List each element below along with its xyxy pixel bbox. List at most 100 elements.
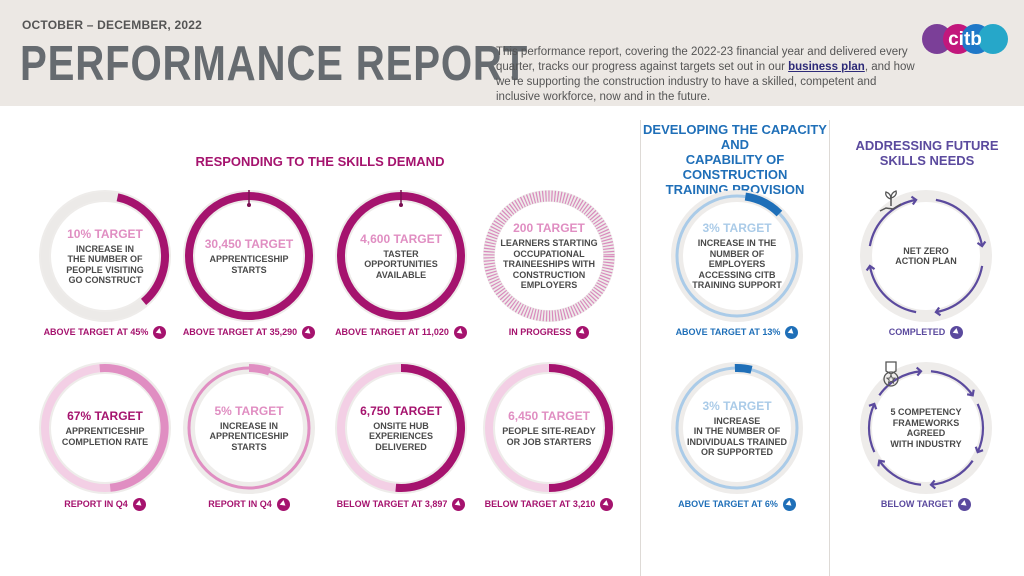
metric-description-line: COMPLETION RATE [61, 436, 149, 447]
progress-ring [183, 362, 315, 494]
metric-text: 6,750 TARGET ONSITE HUB EXPERIENCES DELIVER… [351, 359, 451, 497]
metric-target: 4,600 TARGET [360, 231, 442, 246]
metric-description-line: ACTION PLAN [895, 256, 957, 266]
pointer-icon[interactable] [276, 497, 290, 511]
metric-status[interactable]: BELOW TARGET AT 3,210 [474, 496, 624, 512]
metric-card: NET ZERO ACTION PLAN [857, 187, 995, 325]
metric-status-label: ABOVE TARGET AT 6% [678, 499, 778, 509]
metric-description-line: APPRENTICESHIP [65, 426, 145, 436]
intro-text: This performance report, covering the 20… [496, 45, 916, 105]
section-title-capacity: DEVELOPING THE CAPACITY AND CAPABILITY O… [643, 122, 827, 197]
metric-status[interactable]: REPORT IN Q4 [30, 496, 180, 512]
metric-text: 30,450 TARGET APPRENTICESHIP STARTS [199, 187, 299, 325]
metric-status[interactable]: ABOVE TARGET AT 13% [662, 324, 812, 340]
metric-card: 6,750 TARGET ONSITE HUB EXPERIENCES DELIVER… [332, 359, 470, 497]
pointer-icon[interactable] [958, 497, 972, 511]
pointer-icon[interactable] [132, 497, 146, 511]
metric-text: 6,450 TARGET PEOPLE SITE-READY OR JOB STAR… [499, 359, 599, 497]
metric-target: 10% TARGET [67, 226, 143, 241]
metric-description-line: CONSTRUCTION [512, 269, 586, 280]
progress-ring [335, 362, 467, 494]
metric-status[interactable]: REPORT IN Q4 [174, 496, 324, 512]
metric-description: APPRENTICESHIP COMPLETION RATE [62, 426, 148, 447]
metric-target: 5% TARGET [214, 403, 284, 418]
metric-target: 3% TARGET [702, 398, 772, 413]
metric-card: 10% TARGET INCREASE IN THE NUMBER OF PEOPLE… [36, 187, 174, 325]
metric-description-line: ACCESSING CITB [698, 269, 776, 280]
metric-description-line: OR JOB STARTERS [506, 436, 592, 447]
pointer-icon[interactable] [950, 325, 964, 339]
metric-card: 6,450 TARGET PEOPLE SITE-READY OR JOB STAR… [480, 359, 618, 497]
metric-description-line: FRAMEWORKS AGREED [892, 417, 960, 439]
pointer-icon[interactable] [452, 497, 466, 511]
metric-target: 6,450 TARGET [508, 409, 590, 423]
svg-text:citb: citb [948, 29, 982, 50]
column-divider [640, 120, 641, 576]
metric-description: PEOPLE SITE-READY OR JOB STARTERS [502, 426, 596, 447]
metric-text: 10% TARGET INCREASE IN THE NUMBER OF PEOPLE… [55, 187, 155, 325]
metric-status-label: IN PROGRESS [508, 327, 572, 337]
progress-ring [860, 190, 992, 322]
metric-description: ONSITE HUB EXPERIENCES DELIVERED [369, 421, 433, 453]
metric-description: APPRENTICESHIP STARTS [209, 254, 288, 275]
metric-card: 200 TARGET LEARNERS STARTING OCCUPATIONAL T… [480, 187, 618, 325]
metric-status[interactable]: COMPLETED [851, 324, 1001, 340]
metric-status[interactable]: ABOVE TARGET AT 11,020 [326, 324, 476, 340]
metric-status[interactable]: ABOVE TARGET AT 35,290 [174, 324, 324, 340]
metric-status[interactable]: BELOW TARGET [851, 496, 1001, 512]
metric-description: 5 COMPETENCY FRAMEWORKS AGREED WITH INDUST… [876, 407, 976, 449]
metric-status[interactable]: ABOVE TARGET AT 6% [662, 496, 812, 512]
metric-target: 67% TARGET [67, 409, 143, 423]
metric-description: INCREASE IN THE NUMBER OF INDIVIDUALS TRAI… [687, 416, 787, 458]
metric-status-label: BELOW TARGET AT 3,897 [336, 499, 448, 509]
metric-description: INCREASE IN THE NUMBER OF PEOPLE VISITING G… [66, 244, 144, 286]
column-divider [829, 120, 830, 576]
award-ribbon-icon [883, 361, 899, 387]
pointer-icon[interactable] [576, 325, 590, 339]
page-title: PERFORMANCE REPORT [20, 37, 529, 91]
metric-description-line: WITH INDUSTRY [890, 438, 962, 449]
pointer-icon[interactable] [302, 325, 316, 339]
progress-ring [671, 362, 803, 494]
metric-card: 5 COMPETENCY FRAMEWORKS AGREED WITH INDUST… [857, 359, 995, 497]
pointer-icon[interactable] [453, 325, 467, 339]
metric-status-label: ABOVE TARGET AT 35,290 [182, 327, 298, 337]
progress-ring [483, 362, 615, 494]
metric-description-line: INCREASE IN THE [697, 238, 777, 249]
intro-text-before: This performance report, covering the 20… [496, 46, 908, 73]
metric-description-line: STARTS [231, 264, 267, 275]
metric-description-line: INDIVIDUALS TRAINED [687, 436, 788, 447]
metric-description-line: OCCUPATIONAL [513, 248, 585, 259]
metric-status-label: COMPLETED [888, 327, 946, 337]
citb-logo[interactable]: citb [922, 24, 1008, 54]
metric-description-line: EXPERIENCES [368, 431, 434, 442]
metric-description-line: APPRENTICESHIP [209, 431, 289, 442]
pointer-icon[interactable] [782, 497, 796, 511]
metric-target: 6,750 TARGET [360, 403, 442, 418]
pointer-icon[interactable] [785, 325, 799, 339]
metric-description-line: TRAINING SUPPORT [692, 280, 782, 291]
section-title-skills: RESPONDING TO THE SKILLS DEMAND [195, 154, 445, 169]
metric-description-line: TRAINEESHIPS WITH [502, 259, 595, 270]
progress-ring [183, 190, 315, 322]
metric-description: INCREASE IN THE NUMBER OF EMPLOYERS ACCESS… [687, 238, 787, 291]
business-plan-link[interactable]: business plan [788, 61, 865, 73]
pointer-icon[interactable] [600, 497, 614, 511]
metric-text: 3% TARGET INCREASE IN THE NUMBER OF EMPLOY… [687, 187, 787, 325]
progress-ring [671, 190, 803, 322]
metric-status[interactable]: ABOVE TARGET AT 45% [30, 324, 180, 340]
metric-card: 3% TARGET INCREASE IN THE NUMBER OF EMPLOY… [668, 187, 806, 325]
pointer-icon[interactable] [153, 325, 167, 339]
metric-description-line: STARTS [231, 441, 267, 452]
metric-status[interactable]: IN PROGRESS [474, 324, 624, 340]
metric-status[interactable]: BELOW TARGET AT 3,897 [326, 496, 476, 512]
metric-text: 5% TARGET INCREASE IN APPRENTICESHIP STARTS [199, 359, 299, 497]
metric-description: TASTER OPPORTUNITIES AVAILABLE [364, 249, 438, 281]
progress-ring [39, 362, 171, 494]
progress-ring [39, 190, 171, 322]
metric-description-line: DELIVERED [375, 441, 427, 452]
metric-card: 67% TARGET APPRENTICESHIP COMPLETION RATE [36, 359, 174, 497]
metric-text: 200 TARGET LEARNERS STARTING OCCUPATIONAL T… [499, 187, 599, 325]
metric-description-line: NUMBER OF EMPLOYERS [708, 248, 766, 270]
intro-text-after: , and how we’re supporting the construct… [496, 61, 915, 103]
